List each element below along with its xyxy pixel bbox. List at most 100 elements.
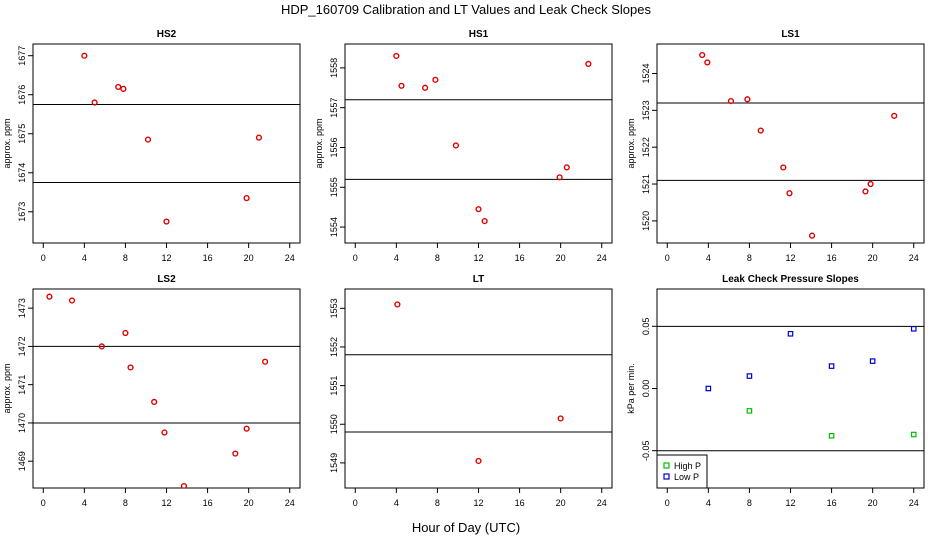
x-tick-label: 16 xyxy=(203,498,213,508)
y-tick-label: 1522 xyxy=(641,137,651,157)
y-tick-label: 1677 xyxy=(17,46,27,66)
data-point xyxy=(699,51,706,59)
data-point xyxy=(808,232,816,239)
data-point xyxy=(432,76,439,83)
data-point xyxy=(98,343,105,350)
y-tick-label: 1469 xyxy=(17,451,27,471)
data-point xyxy=(828,363,835,369)
data-point xyxy=(180,482,188,488)
figure-title: HDP_160709 Calibration and LT Values and… xyxy=(281,2,652,17)
x-tick-label: 16 xyxy=(827,498,837,508)
data-point xyxy=(161,429,168,436)
data-point xyxy=(151,398,158,405)
chart-panel-4: LS2 0 4 8 12 16 20 24 1469 1470 1471 1472 1473 approx… xyxy=(2,274,301,508)
plot-frame xyxy=(656,43,925,244)
chart-panel-2: HS1 0 4 8 12 16 20 24 1554 1555 1556 1557 1558 approx… xyxy=(314,29,613,263)
y-tick-label: 1673 xyxy=(17,202,27,222)
x-tick-label: 4 xyxy=(706,498,711,508)
y-axis-label: approx. ppm xyxy=(2,118,12,168)
data-point xyxy=(679,38,684,43)
data-point xyxy=(787,330,794,337)
x-tick-label: 8 xyxy=(435,253,440,263)
panel-title: HS2 xyxy=(157,29,177,40)
data-point xyxy=(122,329,129,337)
data-point xyxy=(280,38,285,43)
x-tick-label: 24 xyxy=(597,498,607,508)
y-tick-label: 1554 xyxy=(329,217,339,237)
y-tick-label: 1473 xyxy=(17,298,27,318)
y-tick-label: 1471 xyxy=(17,375,27,395)
x-tick-label: 20 xyxy=(244,498,254,508)
y-axis-label: approx. ppm xyxy=(314,118,324,168)
legend-label: High P xyxy=(674,461,701,471)
y-tick-label: 1523 xyxy=(641,100,651,120)
legend-marker xyxy=(663,473,670,480)
x-tick-label: 4 xyxy=(394,253,399,263)
y-tick-label: 0.05 xyxy=(641,318,651,336)
data-point xyxy=(727,98,735,105)
panel-title: Leak Check Pressure Slopes xyxy=(722,274,859,285)
data-point xyxy=(869,358,876,364)
legend-label: Low P xyxy=(674,472,699,482)
data-point xyxy=(862,188,869,195)
x-tick-label: 0 xyxy=(353,253,358,263)
data-point xyxy=(757,127,764,134)
data-point xyxy=(398,82,405,89)
data-point xyxy=(475,206,482,213)
x-tick-label: 12 xyxy=(161,253,171,263)
data-point xyxy=(556,174,563,181)
y-tick-label: 1551 xyxy=(329,376,339,396)
data-point xyxy=(81,52,88,59)
x-tick-label: 8 xyxy=(123,498,128,508)
data-point xyxy=(394,301,401,308)
y-tick-label: 1674 xyxy=(17,163,27,183)
x-tick-label: 12 xyxy=(473,498,483,508)
y-tick-label: -0.05 xyxy=(641,440,651,461)
data-point xyxy=(422,84,429,91)
y-tick-label: 0.00 xyxy=(641,380,651,398)
x-tick-label: 4 xyxy=(82,498,87,508)
x-tick-label: 0 xyxy=(41,498,46,508)
plot-area xyxy=(33,293,300,488)
x-tick-label: 12 xyxy=(473,253,483,263)
plot-area xyxy=(657,325,924,452)
data-point xyxy=(705,385,712,392)
x-tick-label: 8 xyxy=(747,498,752,508)
y-tick-label: 1470 xyxy=(17,413,27,433)
x-tick-label: 20 xyxy=(556,498,566,508)
data-point xyxy=(243,425,250,432)
data-point xyxy=(475,457,482,465)
y-tick-label: 1675 xyxy=(17,124,27,144)
x-tick-label: 0 xyxy=(41,253,46,263)
x-tick-label: 24 xyxy=(909,253,919,263)
panel-title: LS2 xyxy=(157,274,176,285)
x-tick-label: 8 xyxy=(435,498,440,508)
x-tick-label: 24 xyxy=(597,253,607,263)
x-tick-label: 4 xyxy=(394,498,399,508)
x-tick-label: 16 xyxy=(515,253,525,263)
x-tick-label: 16 xyxy=(827,253,837,263)
data-point xyxy=(744,96,751,103)
x-tick-label: 0 xyxy=(665,253,670,263)
plot-area xyxy=(345,301,612,465)
legend-box xyxy=(656,454,708,489)
x-tick-label: 16 xyxy=(203,253,213,263)
y-tick-label: 1556 xyxy=(329,137,339,157)
data-point xyxy=(232,450,239,457)
chart-panel-3: LS1 0 4 8 12 16 20 24 1520 1521 1522 1523 1524 approx… xyxy=(626,29,925,263)
data-point xyxy=(115,83,122,91)
y-axis-label: approx. ppm xyxy=(626,118,636,168)
panel-title: LT xyxy=(473,274,484,285)
data-point xyxy=(867,180,874,188)
chart-panel-5: LT 0 4 8 12 16 20 24 1549 1550 1551 1552 1553 xyxy=(329,274,613,508)
x-tick-label: 4 xyxy=(82,253,87,263)
x-tick-label: 24 xyxy=(909,498,919,508)
data-point xyxy=(746,373,753,379)
x-tick-label: 16 xyxy=(515,498,525,508)
data-point xyxy=(585,60,592,68)
x-tick-label: 4 xyxy=(706,253,711,263)
x-tick-label: 20 xyxy=(868,498,878,508)
data-point xyxy=(127,364,134,371)
data-point xyxy=(120,85,127,92)
